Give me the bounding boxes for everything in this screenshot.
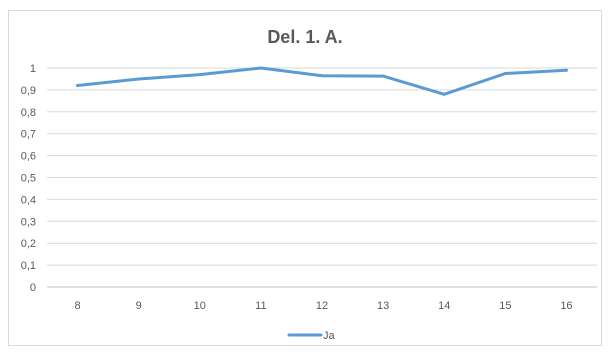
y-tick-label: 0,6 [21,151,36,163]
x-tick-label: 16 [560,300,572,312]
x-tick-label: 13 [377,300,389,312]
y-tick-label: 0,5 [21,173,36,185]
x-tick-label: 14 [438,300,450,312]
data-point [76,84,80,88]
y-axis-ticks: 0 0,1 0,2 0,3 0,4 0,5 0,6 0,7 0,8 0,9 1 [21,63,36,294]
y-tick-label: 0,8 [21,107,36,119]
data-point [503,71,507,75]
series-layer [76,66,568,96]
data-point [137,77,141,81]
x-axis-ticks: 8 9 10 11 12 13 14 15 16 [74,300,572,312]
legend: Ja [287,330,336,342]
x-tick-label: 11 [255,300,266,312]
y-tick-label: 0,2 [21,238,36,250]
x-tick-label: 15 [499,300,511,312]
data-point [320,74,324,78]
y-tick-label: 0,1 [21,260,36,272]
y-tick-label: 0,3 [21,216,36,228]
y-tick-label: 0,9 [21,85,36,97]
x-tick-label: 9 [136,300,142,312]
x-tick-label: 8 [74,300,80,312]
data-point [442,92,446,96]
y-tick-label: 1 [30,63,36,75]
y-tick-label: 0,4 [21,194,36,206]
x-tick-label: 12 [316,300,328,312]
data-point [381,74,385,78]
data-point [198,73,202,77]
y-tick-label: 0 [30,282,36,294]
legend-label-ja: Ja [323,330,336,342]
x-tick-label: 10 [194,300,206,312]
chart-title: Del. 1. A. [267,27,342,47]
gridlines [47,67,597,288]
y-tick-label: 0,7 [21,129,36,141]
data-point [259,66,263,70]
data-point [564,68,568,72]
